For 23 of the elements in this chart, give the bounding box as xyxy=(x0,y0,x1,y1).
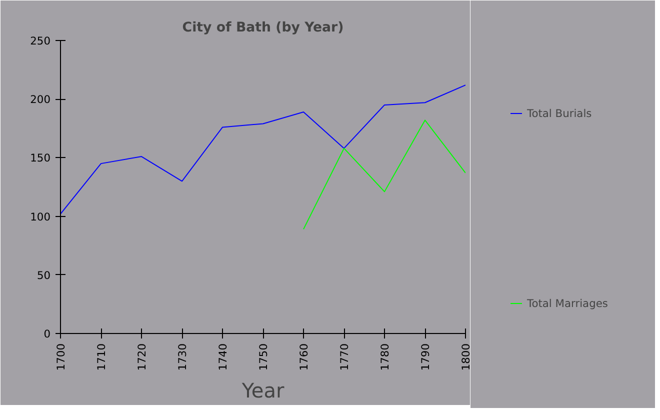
y-tick-label: 250 xyxy=(30,34,51,48)
x-axis-title: Year xyxy=(240,378,285,403)
chart-title: City of Bath (by Year) xyxy=(182,20,344,36)
x-tick-label: 1740 xyxy=(216,343,230,371)
y-tick-label: 150 xyxy=(30,152,51,165)
y-tick-label: 100 xyxy=(30,210,51,224)
x-tick-label: 1800 xyxy=(460,343,472,371)
x-tick-label: 1700 xyxy=(54,343,68,371)
legend-label: Total Marriages xyxy=(527,296,608,310)
x-tick-label: 1750 xyxy=(257,343,270,371)
x-tick-label: 1780 xyxy=(378,343,392,371)
x-tick-label: 1710 xyxy=(95,343,108,371)
legend-label: Total Burials xyxy=(527,106,592,120)
x-tick-label: 1770 xyxy=(338,343,351,371)
y-tick-label: 50 xyxy=(36,268,51,282)
line-series xyxy=(60,84,466,214)
line-series xyxy=(303,120,466,230)
x-tick-label: 1720 xyxy=(136,343,148,371)
x-tick-label: 1730 xyxy=(176,343,189,371)
y-tick-label: 0 xyxy=(44,328,51,340)
y-tick-label: 200 xyxy=(30,93,51,106)
x-tick-label: 1760 xyxy=(298,343,310,371)
x-tick-label: 1790 xyxy=(419,343,432,371)
